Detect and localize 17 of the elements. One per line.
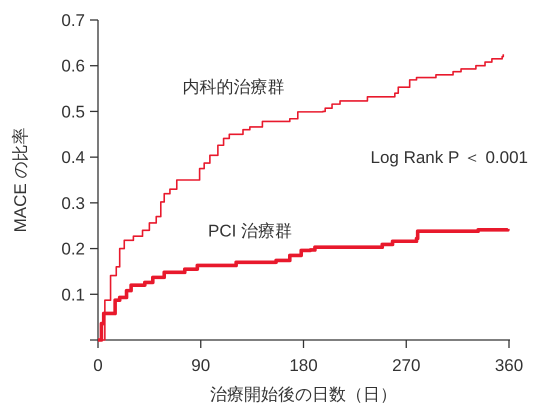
y-axis-title: MACE の比率 [11, 128, 30, 232]
x-tick-label: 0 [93, 356, 103, 375]
x-tick-label: 270 [392, 356, 420, 375]
annotation: Log Rank P ＜ 0.001 [370, 148, 528, 167]
x-axis-title: 治療開始後の日数（日） [210, 385, 397, 404]
y-tick-label: 0.5 [61, 102, 85, 122]
y-tick-label: 0.4 [61, 148, 85, 168]
series-label: PCI 治療群 [208, 221, 292, 240]
y-tick-label: 0.7 [61, 11, 85, 30]
x-tick-label: 360 [494, 356, 524, 375]
x-tick-label: 90 [191, 356, 210, 375]
y-tick-label: 0.1 [61, 285, 85, 304]
y-tick-label: 0.3 [61, 194, 85, 213]
y-tick-label: 0.6 [61, 56, 85, 76]
x-tick-label: 180 [289, 356, 318, 375]
y-tick-label: 0.2 [61, 240, 85, 259]
series-label: 内科的治療群 [182, 77, 285, 96]
